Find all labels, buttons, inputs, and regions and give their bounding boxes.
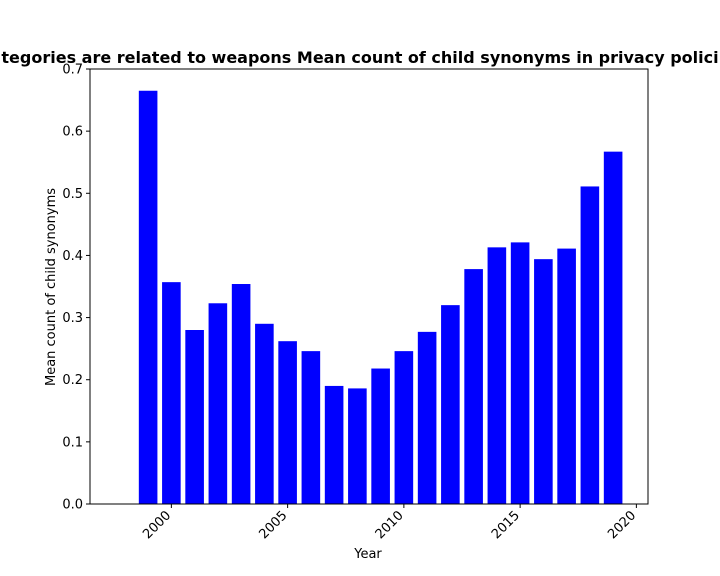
bar-2005	[278, 341, 297, 504]
y-tick-label: 0.4	[62, 249, 83, 264]
bar-2011	[417, 331, 437, 504]
y-axis: 0.0 0.1 0.2 0.3 0.4 0.5 0.6 0.7	[62, 63, 90, 513]
x-axis-label: Year	[353, 547, 382, 562]
bar-2017	[557, 248, 576, 504]
chart-title: tegories are related to weapons Mean cou…	[1, 48, 718, 67]
bars-group	[138, 90, 623, 504]
plot-frame	[89, 68, 649, 505]
x-axis: 2000 2005 2010 2015 2020	[140, 504, 639, 542]
bar-2001	[185, 330, 204, 504]
bar-2012	[441, 305, 460, 504]
bar-2019	[603, 151, 623, 504]
bar-2010	[394, 351, 414, 504]
y-tick-label: 0.1	[62, 435, 83, 450]
bar-2018	[580, 186, 600, 504]
bar-2006	[301, 351, 321, 504]
bar-2014	[487, 247, 507, 504]
bar-2009	[371, 368, 390, 504]
x-tick-label: 2015	[489, 508, 523, 542]
y-axis-label: Mean count of child synonyms	[44, 188, 59, 386]
bar-2015	[510, 242, 530, 504]
y-tick-label: 0.6	[62, 125, 83, 140]
x-tick-label: 2010	[373, 508, 407, 542]
y-tick-label: 0.3	[62, 311, 83, 326]
bar-2007	[324, 385, 344, 504]
bar-2000	[162, 282, 181, 504]
bar-2008	[348, 388, 367, 504]
y-tick-label: 0.0	[62, 498, 83, 513]
bar-1999	[138, 90, 158, 504]
bar-2016	[534, 259, 553, 504]
bar-2003	[231, 284, 251, 504]
y-tick-label: 0.5	[62, 187, 83, 202]
y-tick-label: 0.7	[62, 63, 83, 78]
x-tick-label: 2000	[140, 508, 174, 542]
x-tick-label: 2005	[256, 508, 290, 542]
y-tick-label: 0.2	[62, 373, 83, 388]
bar-2013	[464, 269, 483, 504]
bar-2004	[255, 323, 274, 504]
bar-2002	[208, 303, 228, 504]
x-tick-label: 2020	[605, 508, 639, 542]
